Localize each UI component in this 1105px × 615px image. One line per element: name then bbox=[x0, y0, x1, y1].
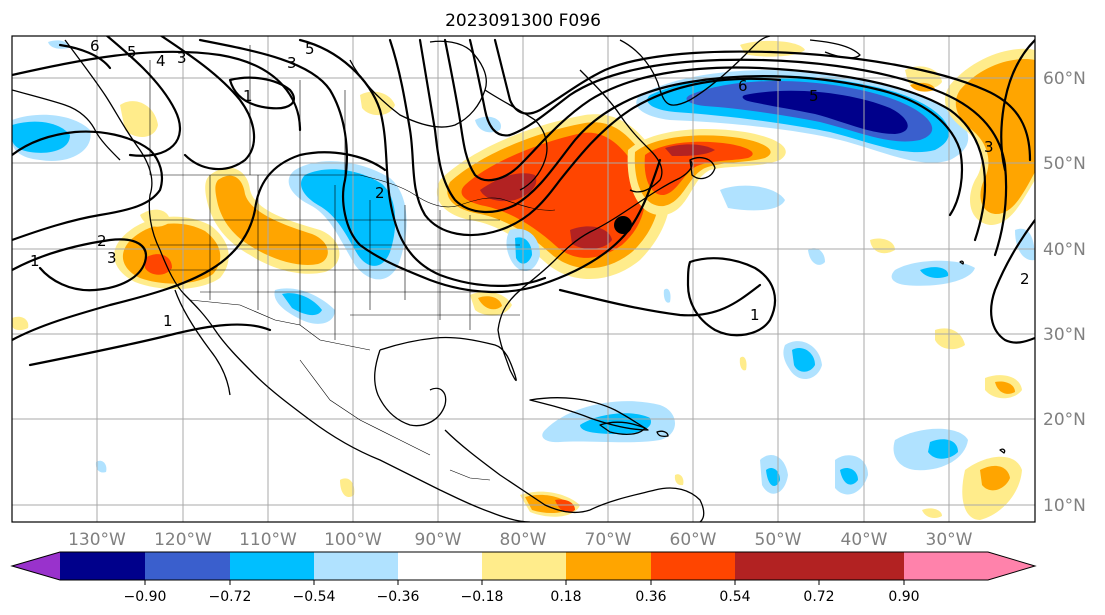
colorbar-segment bbox=[566, 552, 651, 580]
contour-label: 3 bbox=[287, 54, 297, 72]
lon-label: 70°W bbox=[585, 530, 632, 550]
colorbar-segment bbox=[230, 552, 314, 580]
contour-label: 3 bbox=[177, 49, 187, 67]
colorbar-outline bbox=[10, 551, 1037, 581]
lat-label: 60°N bbox=[1043, 69, 1086, 89]
lon-label: 100°W bbox=[324, 530, 382, 550]
contour-label: 4 bbox=[156, 52, 166, 70]
colorbar-tick-label: −0.72 bbox=[209, 589, 252, 605]
storm-center-marker bbox=[614, 216, 632, 234]
lon-label: 80°W bbox=[500, 530, 547, 550]
colorbar-segment bbox=[398, 552, 482, 580]
coastlines bbox=[12, 36, 1006, 522]
lat-label: 40°N bbox=[1043, 240, 1086, 260]
colorbar-tick-label: 0.72 bbox=[803, 589, 834, 605]
contour-label: 2 bbox=[1020, 270, 1030, 288]
lat-label: 50°N bbox=[1043, 154, 1086, 174]
lat-label: 30°N bbox=[1043, 325, 1086, 345]
contour-label: 1 bbox=[30, 252, 40, 270]
colorbar-extend-high bbox=[988, 552, 1035, 580]
lon-label: 110°W bbox=[239, 530, 297, 550]
contour-label: 5 bbox=[305, 40, 315, 58]
contour-label: 6 bbox=[90, 37, 100, 55]
colorbar: −0.90 −0.72 −0.54 −0.36 −0.18 0.18 0.36 … bbox=[10, 551, 1037, 605]
colorbar-extend-low bbox=[12, 552, 60, 580]
contour-label: 1 bbox=[243, 87, 253, 105]
lon-label: 30°W bbox=[926, 530, 973, 550]
contour-label: 5 bbox=[809, 87, 819, 105]
colorbar-tick-label: −0.36 bbox=[377, 589, 420, 605]
colorbar-segment bbox=[735, 552, 819, 580]
height-anomaly-contours bbox=[12, 36, 1035, 367]
contour-label: 3 bbox=[107, 249, 117, 267]
colorbar-segment bbox=[60, 552, 145, 580]
colorbar-segment bbox=[314, 552, 398, 580]
lon-label: 120°W bbox=[154, 530, 212, 550]
contour-label: 2 bbox=[375, 184, 385, 202]
colorbar-tick-marks bbox=[144, 580, 905, 585]
map-frame bbox=[11, 35, 1036, 523]
colorbar-tick-label: −0.18 bbox=[461, 589, 504, 605]
lon-label: 60°W bbox=[670, 530, 717, 550]
contour-label: 6 bbox=[738, 77, 748, 95]
colorbar-segment bbox=[819, 552, 904, 580]
contour-label: 1 bbox=[163, 312, 173, 330]
lat-label: 10°N bbox=[1043, 496, 1086, 516]
colorbar-tick-label: 0.36 bbox=[635, 589, 666, 605]
colorbar-tick-label: −0.90 bbox=[124, 589, 167, 605]
lat-label: 20°N bbox=[1043, 410, 1086, 430]
contour-label: 5 bbox=[127, 43, 137, 61]
colorbar-tick-label: 0.90 bbox=[888, 589, 919, 605]
colorbar-tick-label: 0.18 bbox=[550, 589, 581, 605]
lon-label: 50°W bbox=[755, 530, 802, 550]
colorbar-segment bbox=[904, 552, 988, 580]
longitude-labels: 130°W 120°W 110°W 100°W 90°W 80°W 70°W 6… bbox=[68, 530, 973, 550]
figure-title: 2023091300 F096 bbox=[445, 11, 601, 31]
colorbar-segment bbox=[482, 552, 566, 580]
lon-label: 40°W bbox=[841, 530, 888, 550]
contour-label: 2 bbox=[97, 232, 107, 250]
map-content: 6 5 4 3 5 3 1 2 1 2 3 1 6 5 3 2 1 bbox=[12, 36, 1035, 522]
graticule bbox=[12, 36, 1035, 522]
contour-value-labels: 6 5 4 3 5 3 1 2 1 2 3 1 6 5 3 2 1 bbox=[30, 37, 1030, 330]
contour-label: 3 bbox=[984, 138, 994, 156]
lon-label: 90°W bbox=[415, 530, 462, 550]
contour-label: 1 bbox=[750, 306, 760, 324]
latitude-labels: 60°N 50°N 40°N 30°N 20°N 10°N bbox=[1043, 69, 1086, 516]
lon-label: 130°W bbox=[68, 530, 126, 550]
colorbar-tick-label: 0.54 bbox=[719, 589, 750, 605]
colorbar-segment bbox=[651, 552, 735, 580]
colorbar-segment bbox=[145, 552, 230, 580]
colorbar-tick-label: −0.54 bbox=[293, 589, 336, 605]
